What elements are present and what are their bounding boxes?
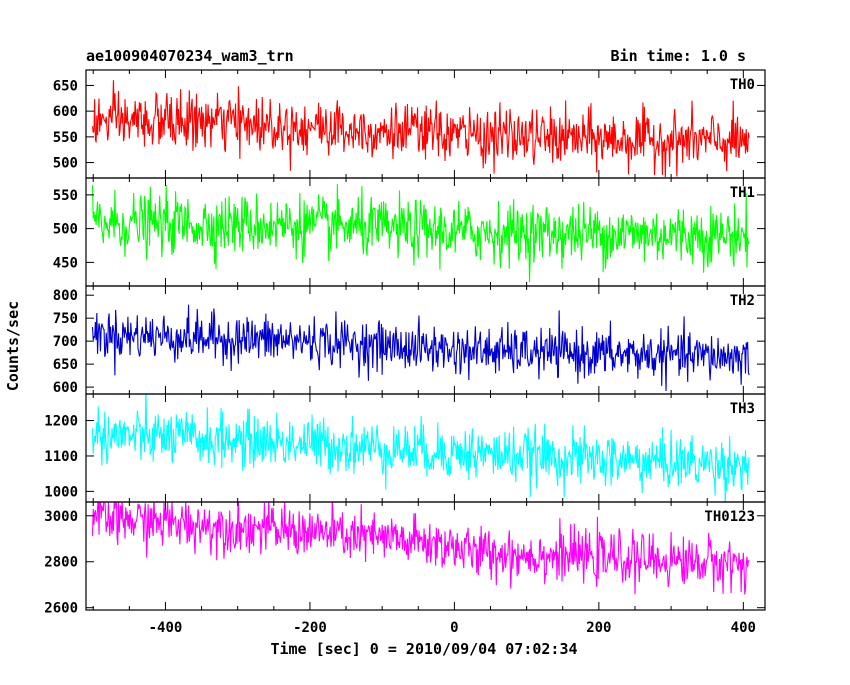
y-tick-label-th3: 1100 — [44, 449, 78, 465]
panel-th3: 1000 1100 1200 TH3 — [44, 393, 766, 503]
y-tick-label-th3: 1200 — [44, 414, 78, 430]
y-tick-label-th1: 450 — [53, 255, 78, 271]
y-tick-label-th2: 600 — [53, 380, 78, 396]
chart-title: ae100904070234_wam3_trn — [86, 47, 294, 65]
y-tick-label-th3: 1000 — [44, 484, 78, 500]
y-tick-label-th0: 550 — [53, 130, 78, 146]
series-line-th0 — [91, 80, 750, 178]
y-tick-label-th0123: 2800 — [44, 555, 78, 571]
panel-label-th2: TH2 — [730, 293, 755, 309]
panel-th0123: 2600 2800 3000 TH0123 — [44, 501, 766, 617]
y-tick-label-th1: 550 — [53, 188, 78, 204]
x-tick-label: 400 — [731, 620, 756, 636]
panels-group: 500 550 600 650 TH0 450 500 550 TH1 600 650 700 750 8… — [44, 69, 766, 636]
x-tick-label: -200 — [293, 620, 327, 636]
y-tick-label-th2: 800 — [53, 288, 78, 304]
x-axis-label: Time [sec] 0 = 2010/09/04 07:02:34 — [270, 640, 577, 658]
panel-label-th1: TH1 — [730, 185, 755, 201]
series-line-th3 — [91, 394, 750, 502]
y-tick-label-th0: 500 — [53, 156, 78, 172]
y-tick-label-th2: 750 — [53, 311, 78, 327]
x-tick-label: -400 — [149, 620, 183, 636]
x-tick-label: 0 — [450, 620, 458, 636]
series-line-th2 — [91, 304, 750, 392]
y-tick-label-th2: 650 — [53, 357, 78, 373]
y-tick-label-th2: 700 — [53, 334, 78, 350]
x-tick-label: 200 — [586, 620, 611, 636]
y-axis-label: Counts/sec — [4, 301, 22, 391]
y-tick-label-th0: 600 — [53, 104, 78, 120]
panel-th2: 600 650 700 750 800 TH2 — [53, 285, 766, 396]
panel-frame-th0123 — [85, 501, 766, 611]
bin-time-label: Bin time: 1.0 s — [611, 47, 746, 65]
series-line-th0123 — [91, 502, 750, 595]
series-line-th1 — [91, 184, 750, 283]
panel-label-th3: TH3 — [730, 401, 755, 417]
y-tick-label-th0123: 2600 — [44, 601, 78, 617]
y-tick-label-th1: 500 — [53, 222, 78, 238]
y-tick-label-th0123: 3000 — [44, 509, 78, 525]
panel-th0: 500 550 600 650 TH0 — [53, 69, 766, 179]
panel-label-th0: TH0 — [730, 77, 755, 93]
panel-label-th0123: TH0123 — [704, 509, 755, 525]
panel-th1: 450 500 550 TH1 — [53, 177, 766, 287]
y-tick-label-th0: 650 — [53, 78, 78, 94]
